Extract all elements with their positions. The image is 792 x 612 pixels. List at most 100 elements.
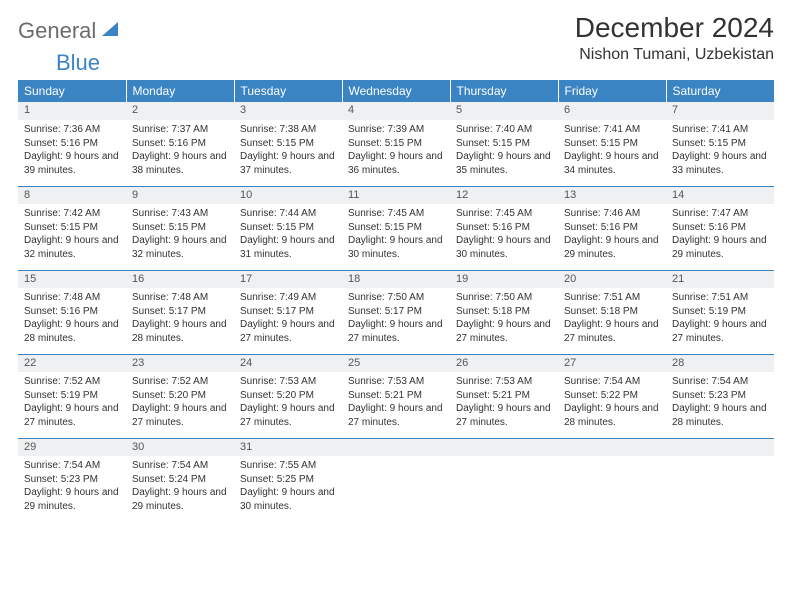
day-info-cell: Sunrise: 7:43 AMSunset: 5:15 PMDaylight:…	[126, 204, 234, 270]
daylight-text: Daylight: 9 hours and 27 minutes.	[456, 402, 552, 429]
day-number-cell: 3	[234, 102, 342, 120]
sunrise-text: Sunrise: 7:51 AM	[564, 291, 660, 305]
daylight-text: Daylight: 9 hours and 34 minutes.	[564, 150, 660, 177]
sunset-text: Sunset: 5:23 PM	[24, 473, 120, 487]
sunset-text: Sunset: 5:15 PM	[564, 137, 660, 151]
day-number-row: 891011121314	[18, 186, 774, 204]
day-info-cell: Sunrise: 7:54 AMSunset: 5:23 PMDaylight:…	[666, 372, 774, 438]
day-info-cell	[558, 456, 666, 522]
day-info-cell: Sunrise: 7:45 AMSunset: 5:15 PMDaylight:…	[342, 204, 450, 270]
day-header: Monday	[126, 80, 234, 102]
day-header: Friday	[558, 80, 666, 102]
day-number-cell: 14	[666, 186, 774, 204]
day-info-cell: Sunrise: 7:54 AMSunset: 5:23 PMDaylight:…	[18, 456, 126, 522]
sunrise-text: Sunrise: 7:39 AM	[348, 123, 444, 137]
day-info-row: Sunrise: 7:42 AMSunset: 5:15 PMDaylight:…	[18, 204, 774, 270]
calendar-table: Sunday Monday Tuesday Wednesday Thursday…	[18, 80, 774, 522]
daylight-text: Daylight: 9 hours and 29 minutes.	[132, 486, 228, 513]
sunrise-text: Sunrise: 7:45 AM	[456, 207, 552, 221]
day-info-cell: Sunrise: 7:52 AMSunset: 5:20 PMDaylight:…	[126, 372, 234, 438]
day-info-row: Sunrise: 7:52 AMSunset: 5:19 PMDaylight:…	[18, 372, 774, 438]
sunrise-text: Sunrise: 7:53 AM	[456, 375, 552, 389]
day-info-cell: Sunrise: 7:48 AMSunset: 5:16 PMDaylight:…	[18, 288, 126, 354]
daylight-text: Daylight: 9 hours and 32 minutes.	[24, 234, 120, 261]
day-number-cell: 17	[234, 270, 342, 288]
sunrise-text: Sunrise: 7:51 AM	[672, 291, 768, 305]
day-info-cell: Sunrise: 7:55 AMSunset: 5:25 PMDaylight:…	[234, 456, 342, 522]
day-number-cell: 29	[18, 438, 126, 456]
sunset-text: Sunset: 5:20 PM	[240, 389, 336, 403]
day-info-cell: Sunrise: 7:36 AMSunset: 5:16 PMDaylight:…	[18, 120, 126, 186]
day-info-cell: Sunrise: 7:41 AMSunset: 5:15 PMDaylight:…	[666, 120, 774, 186]
daylight-text: Daylight: 9 hours and 27 minutes.	[348, 318, 444, 345]
sunrise-text: Sunrise: 7:54 AM	[672, 375, 768, 389]
day-number-cell: 15	[18, 270, 126, 288]
day-number-cell: 7	[666, 102, 774, 120]
sunset-text: Sunset: 5:16 PM	[672, 221, 768, 235]
day-number-cell	[342, 438, 450, 456]
day-info-cell: Sunrise: 7:42 AMSunset: 5:15 PMDaylight:…	[18, 204, 126, 270]
day-number-cell: 2	[126, 102, 234, 120]
sunrise-text: Sunrise: 7:37 AM	[132, 123, 228, 137]
daylight-text: Daylight: 9 hours and 28 minutes.	[672, 402, 768, 429]
day-number-cell: 5	[450, 102, 558, 120]
day-number-cell: 18	[342, 270, 450, 288]
sunrise-text: Sunrise: 7:52 AM	[24, 375, 120, 389]
day-info-cell: Sunrise: 7:53 AMSunset: 5:21 PMDaylight:…	[450, 372, 558, 438]
sunrise-text: Sunrise: 7:41 AM	[564, 123, 660, 137]
sunset-text: Sunset: 5:25 PM	[240, 473, 336, 487]
sunrise-text: Sunrise: 7:48 AM	[132, 291, 228, 305]
day-info-cell: Sunrise: 7:48 AMSunset: 5:17 PMDaylight:…	[126, 288, 234, 354]
sunset-text: Sunset: 5:15 PM	[240, 137, 336, 151]
daylight-text: Daylight: 9 hours and 28 minutes.	[564, 402, 660, 429]
sunrise-text: Sunrise: 7:54 AM	[24, 459, 120, 473]
daylight-text: Daylight: 9 hours and 30 minutes.	[456, 234, 552, 261]
sunrise-text: Sunrise: 7:54 AM	[564, 375, 660, 389]
daylight-text: Daylight: 9 hours and 38 minutes.	[132, 150, 228, 177]
daylight-text: Daylight: 9 hours and 27 minutes.	[456, 318, 552, 345]
daylight-text: Daylight: 9 hours and 32 minutes.	[132, 234, 228, 261]
day-number-cell: 9	[126, 186, 234, 204]
day-info-row: Sunrise: 7:48 AMSunset: 5:16 PMDaylight:…	[18, 288, 774, 354]
sunset-text: Sunset: 5:21 PM	[456, 389, 552, 403]
sunrise-text: Sunrise: 7:52 AM	[132, 375, 228, 389]
day-number-cell: 11	[342, 186, 450, 204]
daylight-text: Daylight: 9 hours and 29 minutes.	[672, 234, 768, 261]
sunrise-text: Sunrise: 7:50 AM	[456, 291, 552, 305]
day-number-cell: 13	[558, 186, 666, 204]
sunset-text: Sunset: 5:16 PM	[24, 305, 120, 319]
sunset-text: Sunset: 5:15 PM	[672, 137, 768, 151]
day-number-cell: 4	[342, 102, 450, 120]
day-number-cell: 22	[18, 354, 126, 372]
sunset-text: Sunset: 5:17 PM	[240, 305, 336, 319]
sunrise-text: Sunrise: 7:36 AM	[24, 123, 120, 137]
day-number-cell: 27	[558, 354, 666, 372]
logo-sail-icon	[100, 20, 120, 43]
sunrise-text: Sunrise: 7:54 AM	[132, 459, 228, 473]
sunset-text: Sunset: 5:19 PM	[24, 389, 120, 403]
daylight-text: Daylight: 9 hours and 27 minutes.	[24, 402, 120, 429]
daylight-text: Daylight: 9 hours and 28 minutes.	[24, 318, 120, 345]
sunset-text: Sunset: 5:15 PM	[456, 137, 552, 151]
sunset-text: Sunset: 5:15 PM	[132, 221, 228, 235]
day-number-cell: 23	[126, 354, 234, 372]
sunrise-text: Sunrise: 7:49 AM	[240, 291, 336, 305]
daylight-text: Daylight: 9 hours and 37 minutes.	[240, 150, 336, 177]
sunrise-text: Sunrise: 7:41 AM	[672, 123, 768, 137]
daylight-text: Daylight: 9 hours and 27 minutes.	[240, 318, 336, 345]
sunset-text: Sunset: 5:16 PM	[132, 137, 228, 151]
daylight-text: Daylight: 9 hours and 36 minutes.	[348, 150, 444, 177]
day-info-cell: Sunrise: 7:53 AMSunset: 5:21 PMDaylight:…	[342, 372, 450, 438]
day-info-cell	[342, 456, 450, 522]
daylight-text: Daylight: 9 hours and 35 minutes.	[456, 150, 552, 177]
day-header-row: Sunday Monday Tuesday Wednesday Thursday…	[18, 80, 774, 102]
day-info-cell: Sunrise: 7:54 AMSunset: 5:22 PMDaylight:…	[558, 372, 666, 438]
logo: General	[18, 12, 122, 44]
day-info-cell: Sunrise: 7:44 AMSunset: 5:15 PMDaylight:…	[234, 204, 342, 270]
day-header: Sunday	[18, 80, 126, 102]
day-header: Wednesday	[342, 80, 450, 102]
sunset-text: Sunset: 5:18 PM	[456, 305, 552, 319]
day-info-cell: Sunrise: 7:41 AMSunset: 5:15 PMDaylight:…	[558, 120, 666, 186]
day-info-cell: Sunrise: 7:47 AMSunset: 5:16 PMDaylight:…	[666, 204, 774, 270]
sunset-text: Sunset: 5:15 PM	[348, 137, 444, 151]
